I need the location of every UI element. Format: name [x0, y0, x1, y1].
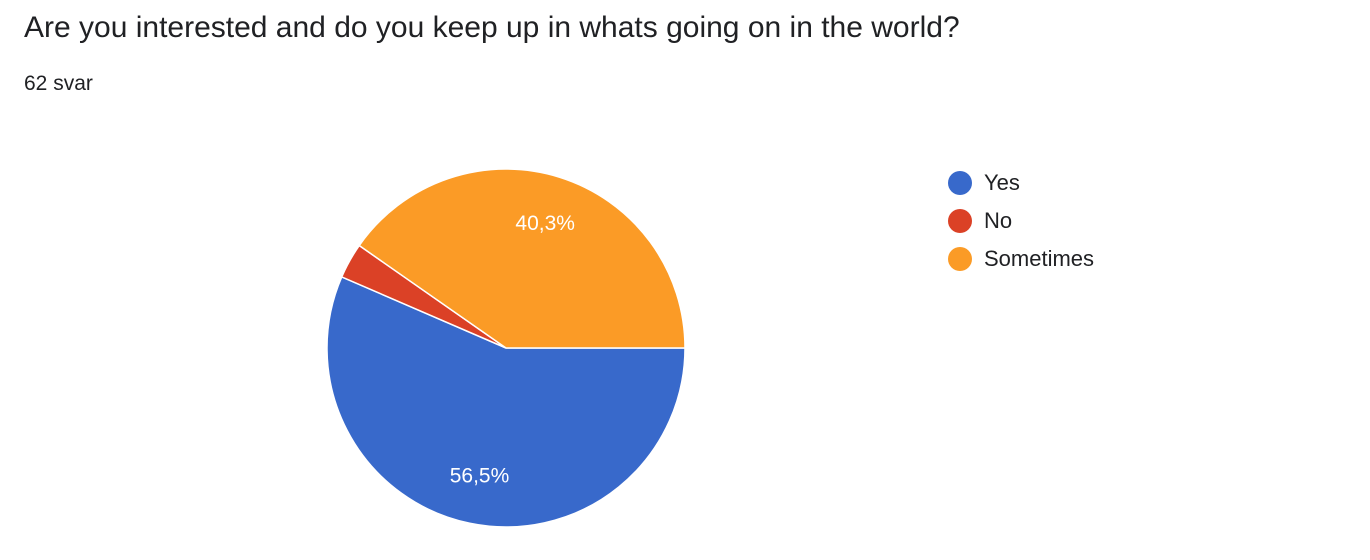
- chart-legend: Yes No Sometimes: [948, 164, 1094, 278]
- legend-swatch-icon: [948, 171, 972, 195]
- legend-item-no: No: [948, 202, 1094, 240]
- legend-label: Sometimes: [984, 246, 1095, 271]
- pie-slice-label-yes: 56,5%: [450, 464, 510, 487]
- pie-slices: [326, 168, 686, 528]
- question-title: Are you interested and do you keep up in…: [24, 11, 960, 44]
- pie-slice-labels: 56,5% 40,3%: [450, 212, 575, 488]
- legend-swatch-icon: [948, 247, 972, 271]
- legend-label: No: [984, 208, 1013, 233]
- pie-slice-yes: [326, 275, 686, 528]
- pie-slice-sometimes: [358, 168, 686, 349]
- pie-slice-label-sometimes: 40,3%: [515, 212, 575, 235]
- response-count: 62 svar: [24, 72, 93, 95]
- legend-swatch-icon: [948, 209, 972, 233]
- legend-item-yes: Yes: [948, 164, 1094, 202]
- legend-label: Yes: [984, 170, 1020, 195]
- legend-item-sometimes: Sometimes: [948, 240, 1094, 278]
